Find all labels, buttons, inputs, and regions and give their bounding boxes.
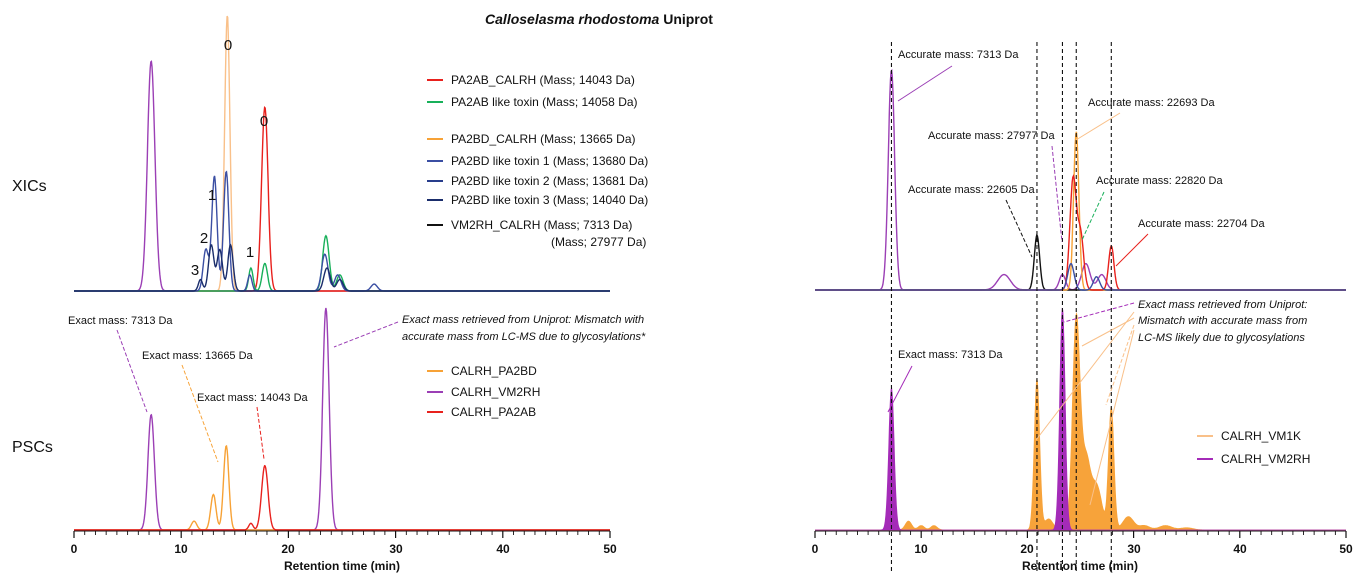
left-psc-panel: 0 10 20 30 40 50 Retention time (min) Ex… bbox=[68, 307, 646, 573]
peak-label-navy-1: 1 bbox=[208, 187, 216, 204]
peak-label-navy-3: 3 bbox=[191, 262, 199, 279]
right-xic-series-navy1 bbox=[815, 262, 1346, 291]
annot-accurate-22820: Accurate mass: 22820 Da bbox=[1096, 175, 1223, 187]
annot-accurate-7313: Accurate mass: 7313 Da bbox=[898, 49, 1019, 61]
legend-item-vm2rh-mass2: (Mass; 27977 Da) bbox=[551, 235, 646, 249]
annot-exact-13665: Exact mass: 13665 Da bbox=[142, 350, 254, 362]
right-tick-label-10: 10 bbox=[914, 542, 928, 556]
legend-item-pa2bd: PA2BD_CALRH (Mass; 13665 Da) bbox=[451, 132, 636, 146]
left-psc-legend: CALRH_PA2BD CALRH_VM2RH CALRH_PA2AB bbox=[427, 364, 540, 419]
left-xic-series-navy3 bbox=[74, 243, 610, 292]
annot-mismatch-line1: Exact mass retrieved from Uniprot: Misma… bbox=[402, 314, 644, 326]
right-tick-label-20: 20 bbox=[1020, 542, 1034, 556]
peak-label-green-1: 1 bbox=[246, 244, 254, 261]
legend-item-pa2ab: PA2AB_CALRH (Mass; 14043 Da) bbox=[451, 73, 635, 87]
annot-accurate-22820-leader bbox=[1081, 191, 1105, 241]
annot-mismatch-leader bbox=[333, 321, 399, 348]
annot-exact-7313: Exact mass: 7313 Da bbox=[68, 315, 173, 327]
legend-item-calrh-vm2rh: CALRH_VM2RH bbox=[451, 385, 540, 399]
legend-item-pa2ab-like: PA2AB like toxin (Mass; 14058 Da) bbox=[451, 95, 638, 109]
left-tick-label-10: 10 bbox=[174, 542, 188, 556]
annot-exact-7313-leader bbox=[116, 329, 148, 413]
annot-mismatch-right-line2: Mismatch with accurate mass from bbox=[1138, 315, 1307, 327]
left-xic-panel: 0 0 1 2 3 1 PA2AB_CALRH (Mass; 14043 Da)… bbox=[74, 15, 648, 292]
annot-mismatch-right-leader-4 bbox=[1105, 324, 1135, 406]
left-tick-label-0: 0 bbox=[71, 542, 78, 556]
legend-item-vm2rh: VM2RH_CALRH (Mass; 7313 Da) bbox=[451, 218, 632, 232]
title-suffix: Uniprot bbox=[663, 11, 713, 27]
legend-item-calrh-vm1k: CALRH_VM1K bbox=[1221, 429, 1301, 443]
row-label-xic: XICs bbox=[12, 178, 47, 195]
annot-exact-7313-right: Exact mass: 7313 Da bbox=[898, 349, 1003, 361]
annot-mismatch-right-leader-2 bbox=[1035, 311, 1135, 441]
annot-accurate-22605-leader bbox=[1005, 199, 1033, 258]
annot-exact-14043-leader bbox=[256, 406, 265, 460]
figure-title: Calloselasma rhodostoma Uniprot bbox=[485, 11, 713, 27]
left-xic-legend: PA2AB_CALRH (Mass; 14043 Da) PA2AB like … bbox=[427, 73, 648, 249]
legend-item-pa2bd-like-3: PA2BD like toxin 3 (Mass; 14040 Da) bbox=[451, 193, 648, 207]
left-tick-label-20: 20 bbox=[281, 542, 295, 556]
row-label-psc: PSCs bbox=[12, 439, 53, 456]
right-dashed-guides bbox=[890, 42, 1112, 572]
left-tick-label-30: 30 bbox=[389, 542, 403, 556]
peak-label-orange-0: 0 bbox=[224, 37, 232, 54]
title-species: Calloselasma rhodostoma bbox=[485, 11, 659, 27]
left-x-axis-ticks bbox=[73, 531, 611, 538]
peak-label-navy-2: 2 bbox=[200, 230, 208, 247]
annot-accurate-27977: Accurate mass: 27977 Da bbox=[928, 130, 1055, 142]
annot-accurate-22704: Accurate mass: 22704 Da bbox=[1138, 218, 1265, 230]
right-tick-label-30: 30 bbox=[1127, 542, 1141, 556]
left-tick-label-50: 50 bbox=[603, 542, 617, 556]
annot-accurate-22693: Accurate mass: 22693 Da bbox=[1088, 97, 1215, 109]
right-psc-legend: CALRH_VM1K CALRH_VM2RH bbox=[1197, 429, 1310, 466]
right-psc-panel: 0 10 20 30 40 50 Retention time (min) CA… bbox=[812, 307, 1353, 573]
annot-exact-7313-right-leader bbox=[887, 365, 913, 413]
left-psc-series-red bbox=[74, 464, 610, 531]
peak-label-red-0: 0 bbox=[260, 113, 268, 130]
right-tick-label-40: 40 bbox=[1233, 542, 1247, 556]
annot-accurate-7313-leader bbox=[897, 65, 953, 102]
annot-mismatch-right-leader-5 bbox=[1089, 329, 1135, 506]
legend-item-calrh-pa2bd: CALRH_PA2BD bbox=[451, 364, 537, 378]
right-xic-panel bbox=[815, 68, 1346, 291]
annot-mismatch-right-line3: LC-MS likely due to glycosylations bbox=[1138, 332, 1305, 344]
right-tick-label-0: 0 bbox=[812, 542, 819, 556]
legend-item-calrh-vm2rh-right: CALRH_VM2RH bbox=[1221, 452, 1310, 466]
legend-item-calrh-pa2ab: CALRH_PA2AB bbox=[451, 405, 536, 419]
right-xic-annotations: Accurate mass: 7313 Da Accurate mass: 27… bbox=[897, 49, 1265, 267]
annot-mismatch-right-leader-3 bbox=[1081, 317, 1135, 347]
annot-accurate-22693-leader bbox=[1075, 112, 1121, 141]
annot-accurate-22704-leader bbox=[1115, 233, 1149, 267]
legend-item-pa2bd-like-2: PA2BD like toxin 2 (Mass; 13681 Da) bbox=[451, 174, 648, 188]
right-tick-label-50: 50 bbox=[1339, 542, 1353, 556]
legend-item-pa2bd-like-1: PA2BD like toxin 1 (Mass; 13680 Da) bbox=[451, 154, 648, 168]
annot-mismatch-right-leader-1 bbox=[1063, 302, 1135, 323]
right-psc-annotations: Exact mass: 7313 Da Exact mass retrieved… bbox=[887, 299, 1307, 506]
right-x-axis-ticks bbox=[814, 531, 1347, 538]
annot-exact-13665-leader bbox=[181, 364, 219, 463]
annot-mismatch-right-line1: Exact mass retrieved from Uniprot: bbox=[1138, 299, 1307, 311]
left-tick-label-40: 40 bbox=[496, 542, 510, 556]
left-x-axis-title: Retention time (min) bbox=[284, 559, 400, 573]
annot-accurate-27977-leader bbox=[1051, 145, 1063, 243]
right-x-axis-title: Retention time (min) bbox=[1022, 559, 1138, 573]
annot-accurate-22605: Accurate mass: 22605 Da bbox=[908, 184, 1035, 196]
annot-mismatch-line2: accurate mass from LC-MS due to glycosyl… bbox=[402, 331, 646, 343]
annot-exact-14043: Exact mass: 14043 Da bbox=[197, 392, 309, 404]
right-psc-series-fill_purple bbox=[815, 307, 1346, 531]
